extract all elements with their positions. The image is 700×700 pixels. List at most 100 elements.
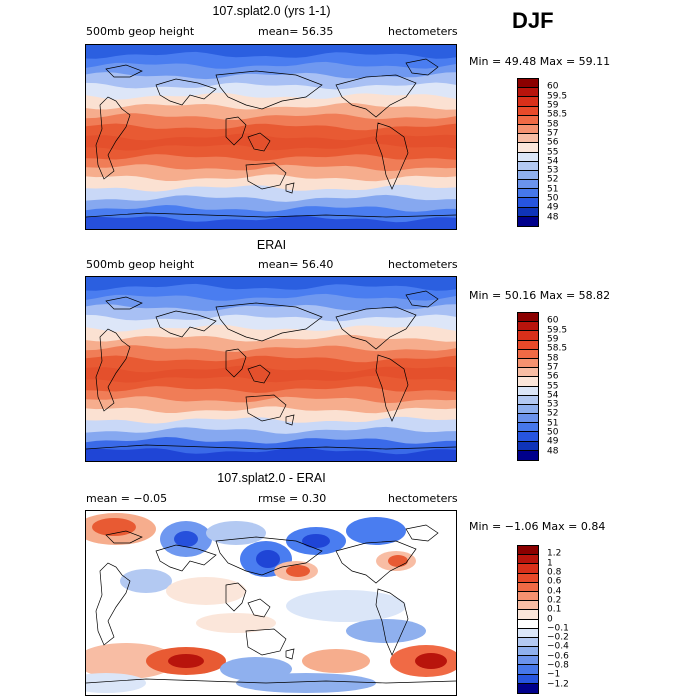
- coastline: [247, 132, 271, 152]
- colorbar-swatch: [518, 573, 538, 583]
- coastline: [155, 544, 217, 572]
- coastline: [247, 364, 271, 384]
- panel3-units-label: hectometers: [388, 492, 458, 505]
- colorbar-swatch: [518, 161, 538, 171]
- coastline: [95, 96, 131, 180]
- colorbar-tick-label: 57: [547, 128, 559, 139]
- panel2-colorbar-ticks: 60 59.5 59 58.5 58 57 56 55 54 53 52 51 50 49 48: [547, 312, 587, 461]
- colorbar-swatch: [518, 88, 538, 98]
- colorbar-swatch: [518, 656, 538, 666]
- colorbar-tick-label: 49: [547, 436, 559, 447]
- colorbar-swatch: [518, 134, 538, 144]
- colorbar-tick-label: 52: [547, 174, 559, 185]
- panel2-map-svg: [86, 277, 456, 461]
- anomaly-patch: [196, 613, 276, 633]
- colorbar-swatch: [518, 97, 538, 107]
- colorbar-tick-label: 48: [547, 212, 559, 223]
- colorbar-swatch: [518, 432, 538, 442]
- colorbar-tick-label: 58.5: [547, 109, 568, 120]
- colorbar-swatch: [518, 610, 538, 620]
- panel1-map: [85, 44, 457, 230]
- colorbar-tick-label: 52: [547, 408, 559, 419]
- panel3-map-svg: [86, 511, 456, 695]
- colorbar-tick-label: 50: [547, 193, 559, 204]
- coastline: [285, 648, 295, 660]
- colorbar-swatch: [518, 683, 538, 693]
- panel1-units-label: hectometers: [388, 25, 458, 38]
- coastline: [245, 394, 287, 422]
- coastline: [245, 162, 287, 190]
- coastline: [225, 116, 247, 146]
- colorbar-tick-label: 0.8: [547, 567, 562, 578]
- coastline: [375, 588, 409, 656]
- anomaly-patch: [388, 555, 408, 567]
- colorbar-tick-label: 54: [547, 390, 559, 401]
- colorbar-swatch: [518, 198, 538, 208]
- colorbar-tick-label: −1.2: [547, 679, 569, 690]
- coastline: [215, 536, 323, 576]
- panel3-minmax-label: Min = −1.06 Max = 0.84: [469, 520, 606, 533]
- colorbar-swatch: [518, 674, 538, 684]
- colorbar-tick-label: −0.1: [547, 623, 569, 634]
- panel2-title: ERAI: [256, 238, 287, 252]
- colorbar-swatch: [518, 637, 538, 648]
- coastline: [285, 182, 295, 194]
- colorbar-swatch: [518, 358, 538, 369]
- panel2-units-label: hectometers: [388, 258, 458, 271]
- colorbar-tick-label: −0.2: [547, 632, 569, 643]
- coastline: [155, 310, 217, 338]
- coastline: [225, 582, 247, 612]
- colorbar-swatch: [518, 404, 538, 415]
- colorbar-swatch: [518, 414, 538, 424]
- colorbar-tick-label: −0.4: [547, 641, 569, 652]
- anomaly-patch: [86, 673, 146, 693]
- anomaly-patch: [346, 517, 406, 545]
- colorbar-tick-label: 59.5: [547, 325, 568, 336]
- colorbar-swatch: [518, 143, 538, 153]
- colorbar-tick-label: 1: [547, 558, 553, 569]
- panel3-mean-label: mean = −0.05: [86, 492, 168, 505]
- colorbar-tick-label: 55: [547, 381, 559, 391]
- colorbar-tick-label: −0.6: [547, 651, 569, 662]
- panel2-map: [85, 276, 457, 462]
- anomaly-patch: [236, 673, 376, 693]
- anomaly-patch: [346, 619, 426, 643]
- colorbar-tick-label: 58: [547, 119, 559, 130]
- panel1-mean-label: mean= 56.35: [258, 25, 334, 38]
- anomaly-patch: [302, 649, 370, 673]
- panel1-colorbar-ticks: 60 59.5 59 58.5 58 57 56 55 54 53 52 51 50 49 48: [547, 78, 587, 227]
- panel2-mean-label: mean= 56.40: [258, 258, 334, 271]
- contour-band: [86, 447, 456, 461]
- panel3-colorbar: [517, 545, 539, 694]
- anomaly-patch: [174, 531, 198, 547]
- anomaly-patch: [415, 653, 447, 669]
- panel3-map: [85, 510, 457, 696]
- coastline: [95, 328, 131, 412]
- colorbar-swatch: [518, 322, 538, 332]
- coastline: [405, 290, 439, 308]
- anomaly-patch: [286, 590, 406, 622]
- colorbar-tick-label: 53: [547, 165, 559, 176]
- anomaly-patch: [166, 577, 246, 605]
- colorbar-swatch: [518, 647, 538, 657]
- coastline: [95, 562, 131, 646]
- anomaly-patch: [206, 521, 266, 545]
- colorbar-tick-label: −0.8: [547, 660, 569, 671]
- colorbar-tick-label: 56: [547, 137, 559, 148]
- colorbar-tick-label: 1.2: [547, 548, 562, 559]
- coastline: [375, 122, 409, 190]
- coastline: [335, 306, 417, 350]
- colorbar-tick-label: 0: [547, 614, 553, 624]
- anomaly-patch: [286, 565, 310, 577]
- colorbar-swatch: [518, 591, 538, 602]
- coastline: [335, 74, 417, 118]
- colorbar-swatch: [518, 189, 538, 199]
- coastline: [86, 678, 456, 684]
- contour-band: [86, 215, 456, 229]
- colorbar-tick-label: 55: [547, 147, 559, 157]
- anomaly-patch: [256, 550, 280, 568]
- colorbar-swatch: [518, 170, 538, 181]
- colorbar-tick-label: 0.6: [547, 576, 562, 587]
- colorbar-swatch: [518, 331, 538, 341]
- panel1-minmax-label: Min = 49.48 Max = 59.11: [469, 55, 611, 68]
